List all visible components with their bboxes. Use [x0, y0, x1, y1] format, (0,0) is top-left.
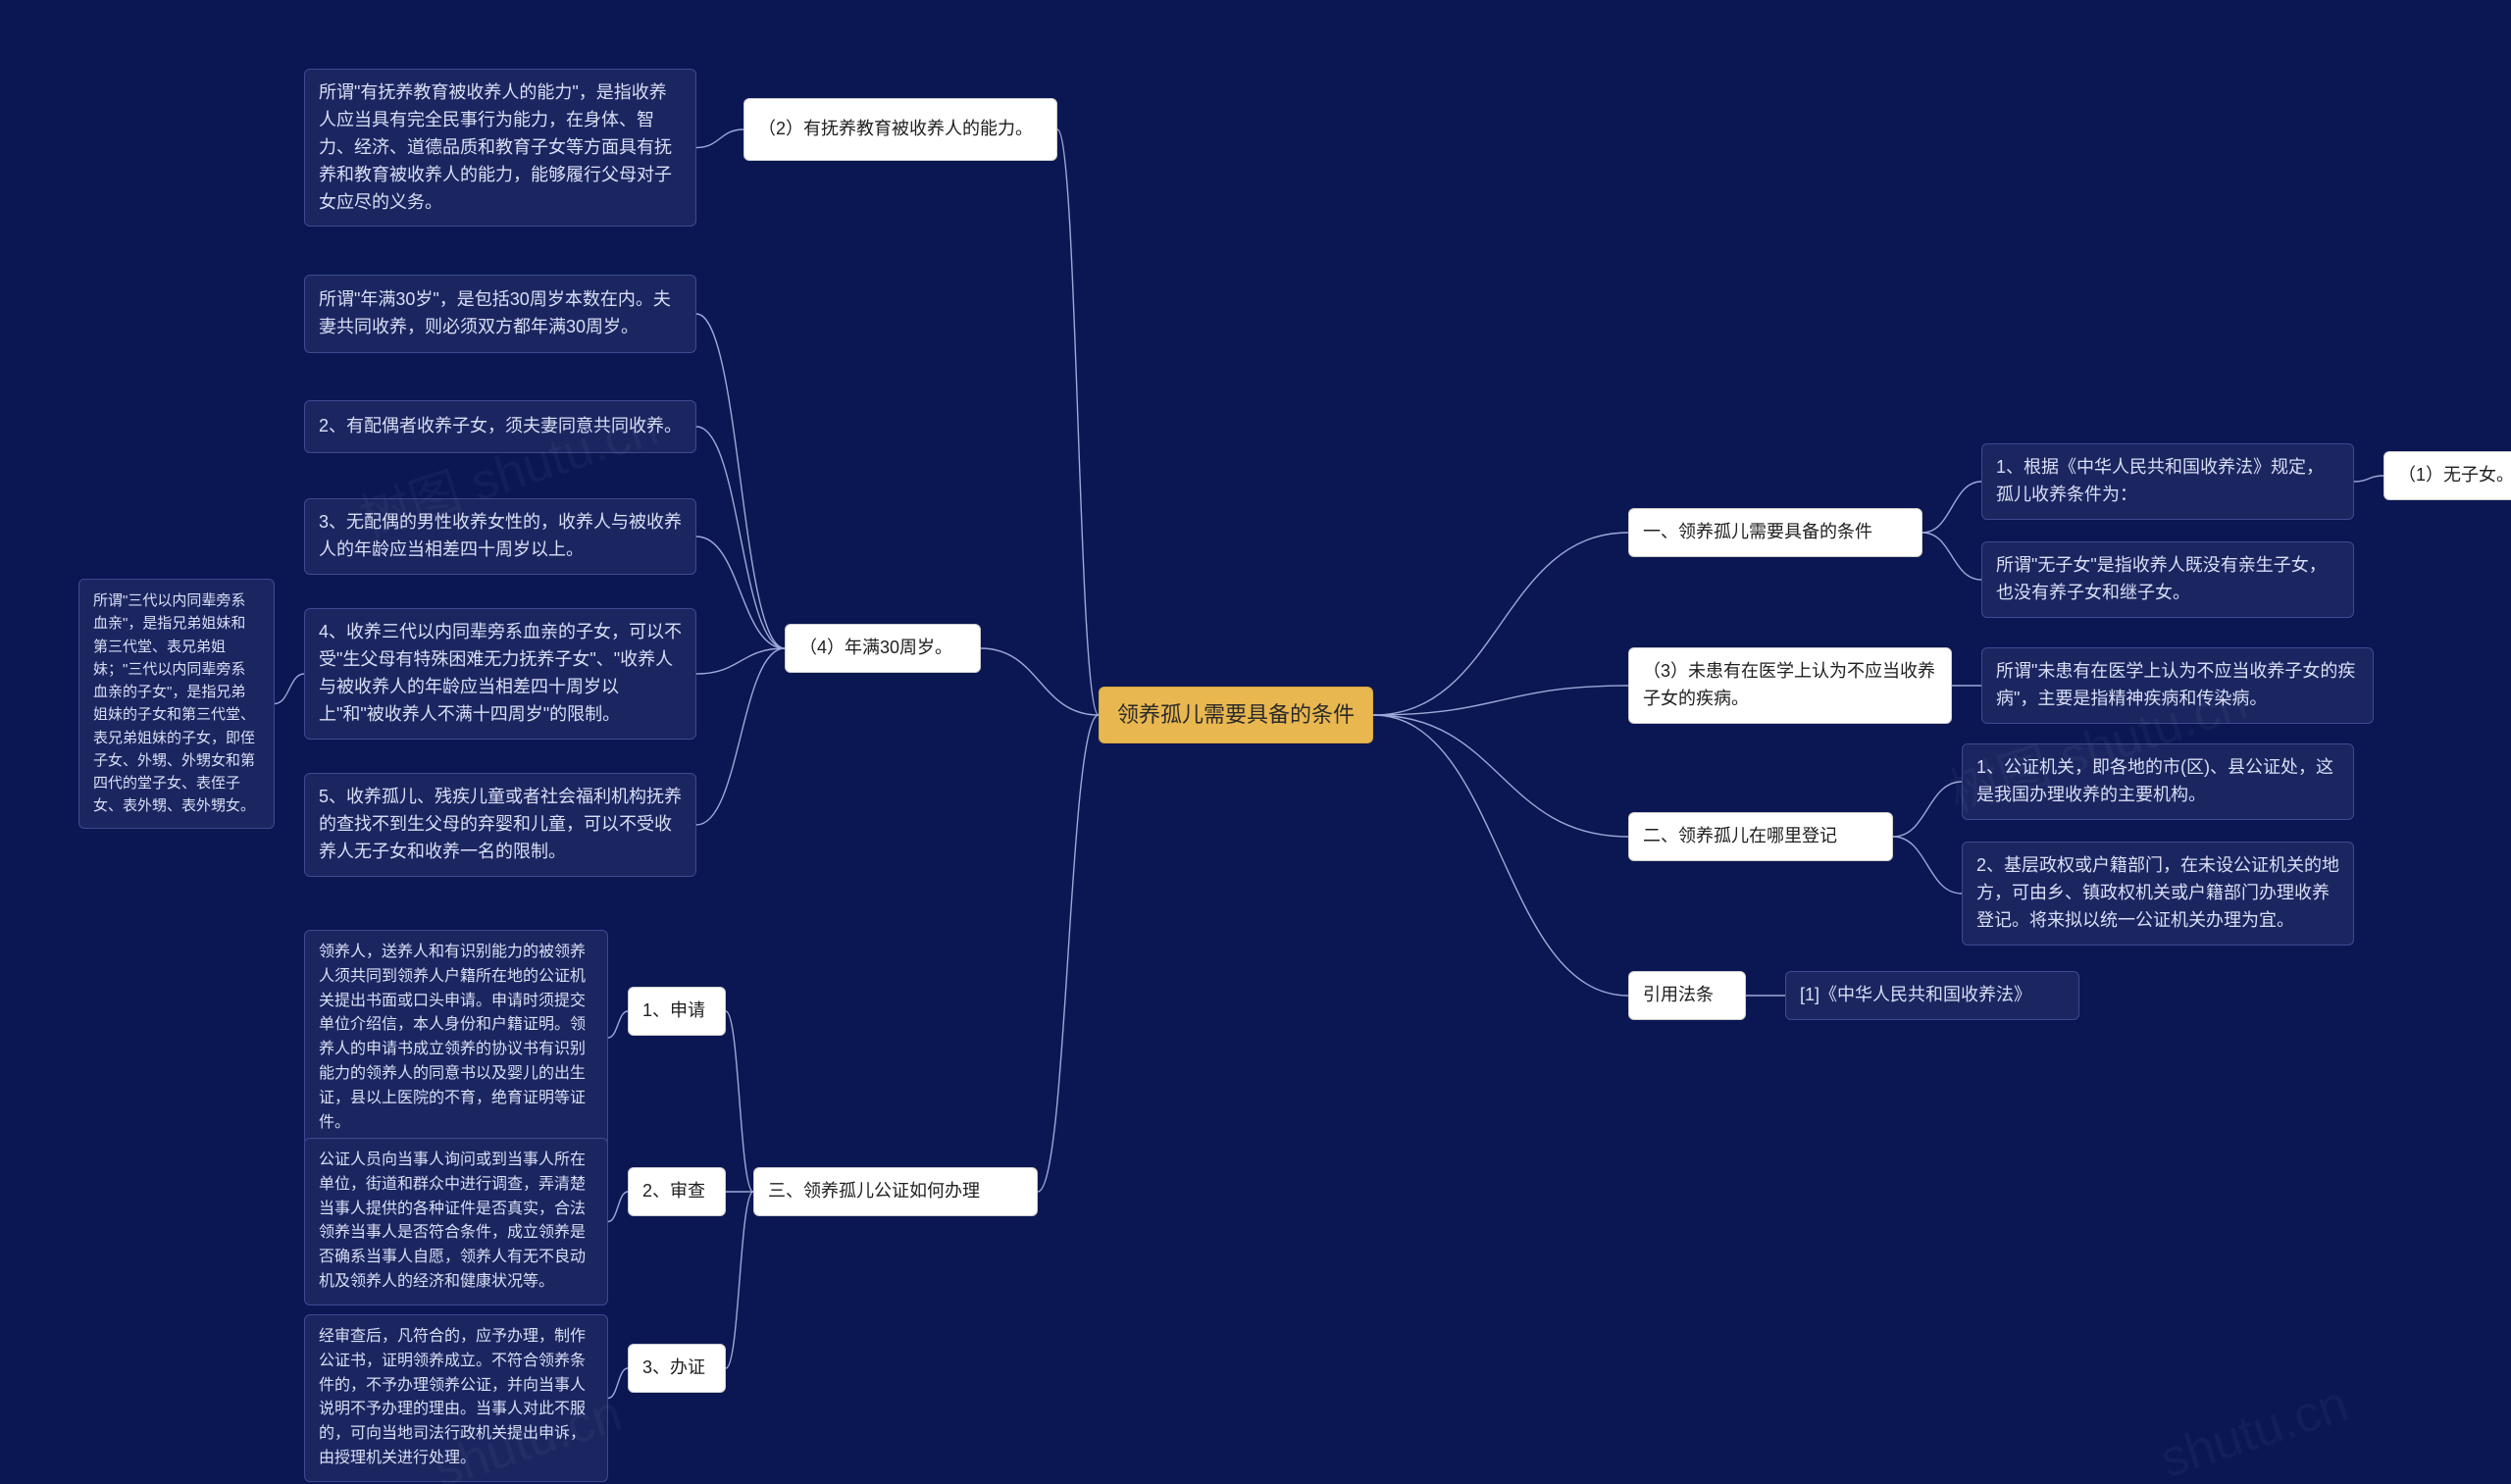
edge-root-r1 [1373, 533, 1628, 715]
node-l1a: 所谓"有抚养教育被收养人的能力"，是指收养人应当具有完全民事行为能力，在身体、智… [304, 69, 696, 227]
edge-l2d-l2d1 [275, 674, 304, 704]
edge-root-l2 [981, 648, 1099, 715]
edge-l2-l2e [696, 648, 785, 825]
node-l3a1: 领养人，送养人和有识别能力的被领养人须共同到领养人户籍所在地的公证机关提出书面或… [304, 930, 608, 1146]
edge-root-r2 [1373, 686, 1628, 715]
edge-r1a-r1a1 [2354, 476, 2383, 482]
edge-root-l1 [1057, 129, 1099, 715]
edge-l3c-l3c1 [608, 1368, 628, 1399]
node-r1a1: （1）无子女。 [2383, 451, 2511, 500]
edge-root-r3 [1373, 715, 1628, 837]
edge-l2-l2d [696, 648, 785, 674]
edge-l2-l2c [696, 537, 785, 648]
node-l3b1: 公证人员向当事人询问或到当事人所在单位，街道和群众中进行调查，弄清楚当事人提供的… [304, 1138, 608, 1305]
node-l2d: 4、收养三代以内同辈旁系血亲的子女，可以不受"生父母有特殊困难无力抚养子女"、"… [304, 608, 696, 740]
edge-l3a-l3a1 [608, 1011, 628, 1038]
node-r1b: 所谓"无子女"是指收养人既没有亲生子女，也没有养子女和继子女。 [1981, 541, 2354, 618]
node-r4a: [1]《中华人民共和国收养法》 [1785, 971, 2079, 1020]
node-l2: （4）年满30周岁。 [785, 624, 981, 673]
node-l3a: 1、申请 [628, 987, 726, 1036]
node-l3b: 2、审查 [628, 1167, 726, 1216]
node-l2a: 所谓"年满30岁"，是包括30周岁本数在内。夫妻共同收养，则必须双方都年满30周… [304, 275, 696, 353]
edge-r1-r1b [1922, 533, 1981, 580]
edge-l1-l1a [696, 129, 743, 148]
node-r4: 引用法条 [1628, 971, 1746, 1020]
node-r1: 一、领养孤儿需要具备的条件 [1628, 508, 1922, 557]
node-l2b: 2、有配偶者收养子女，须夫妻同意共同收养。 [304, 400, 696, 453]
node-r1a: 1、根据《中华人民共和国收养法》规定，孤儿收养条件为： [1981, 443, 2354, 520]
edge-r3-r3a [1893, 782, 1962, 837]
node-l3c1: 经审查后，凡符合的，应予办理，制作公证书，证明领养成立。不符合领养条件的，不予办… [304, 1314, 608, 1482]
node-r2: （3）未患有在医学上认为不应当收养子女的疾病。 [1628, 647, 1952, 724]
edge-l3-l3a [726, 1011, 753, 1192]
edge-l2-l2a [696, 314, 785, 648]
watermark: shutu.cn [2154, 1374, 2355, 1484]
node-l2c: 3、无配偶的男性收养女性的，收养人与被收养人的年龄应当相差四十周岁以上。 [304, 498, 696, 575]
edge-r1-r1a [1922, 482, 1981, 533]
node-l2e: 5、收养孤儿、残疾儿童或者社会福利机构抚养的查找不到生父母的弃婴和儿童，可以不受… [304, 773, 696, 877]
node-r3a: 1、公证机关，即各地的市(区)、县公证处，这是我国办理收养的主要机构。 [1962, 743, 2354, 820]
node-l3: 三、领养孤儿公证如何办理 [753, 1167, 1038, 1216]
edge-l3-l3c [726, 1192, 753, 1368]
edge-root-r4 [1373, 715, 1628, 996]
node-r3b: 2、基层政权或户籍部门，在未设公证机关的地方，可由乡、镇政权机关或户籍部门办理收… [1962, 842, 2354, 946]
node-l1: （2）有抚养教育被收养人的能力。 [743, 98, 1057, 161]
node-l3c: 3、办证 [628, 1344, 726, 1393]
edge-root-l3 [1038, 715, 1099, 1192]
edge-l3b-l3b1 [608, 1192, 628, 1222]
node-l2d1: 所谓"三代以内同辈旁系血亲"，是指兄弟姐妹和第三代堂、表兄弟姐妹；"三代以内同辈… [78, 579, 275, 829]
edge-r3-r3b [1893, 837, 1962, 894]
edge-l2-l2b [696, 427, 785, 648]
node-root: 领养孤儿需要具备的条件 [1099, 687, 1373, 743]
node-r2a: 所谓"未患有在医学上认为不应当收养子女的疾病"，主要是指精神疾病和传染病。 [1981, 647, 2374, 724]
node-r3: 二、领养孤儿在哪里登记 [1628, 812, 1893, 861]
